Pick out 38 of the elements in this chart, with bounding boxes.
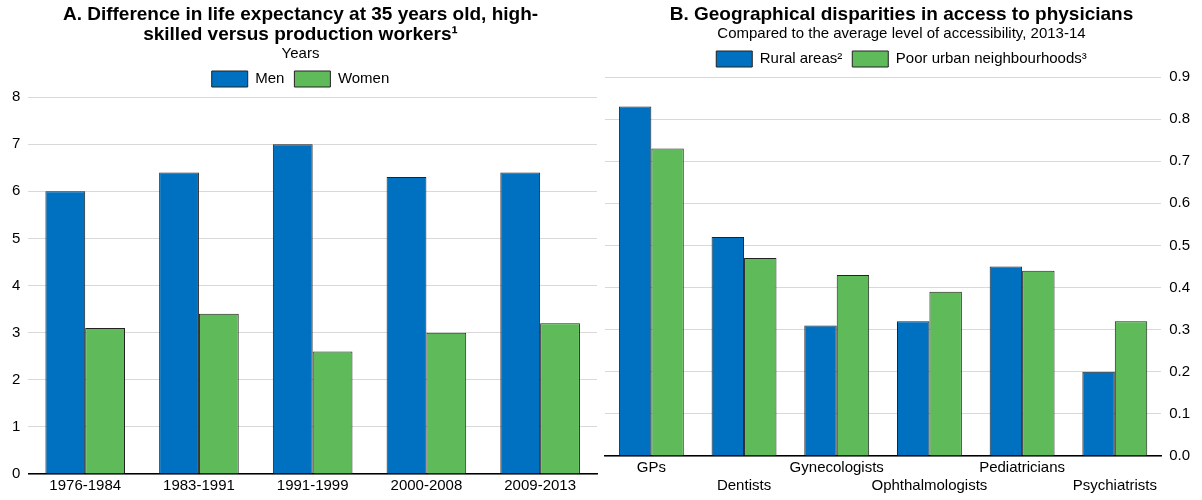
x-tick-label: 2009-2013 (504, 476, 576, 494)
chart-subtitle: Compared to the average level of accessibility, 2013-14 (716, 24, 1087, 41)
x-tick-label: Ophthalmologists (871, 476, 988, 494)
y-tick-label: 0.8 (1169, 109, 1191, 127)
x-tick-label: Pediatricians (979, 458, 1066, 476)
chart-title: A. Difference in life expectancy at 35 years old, high-skilled versus production workers¹ (61, 2, 540, 44)
y-tick-label: 0.6 (1169, 193, 1191, 211)
x-tick-label: GPs (636, 458, 666, 476)
y-tick-label: 8 (12, 87, 21, 105)
y-tick-label: 4 (12, 275, 21, 293)
y-tick-label: 0.0 (1169, 446, 1191, 464)
y-tick-label: 6 (12, 181, 21, 199)
y-tick-label: 2 (12, 369, 21, 387)
y-tick-label: 0.5 (1169, 235, 1191, 253)
legend-label: Men (255, 69, 285, 87)
y-tick-label: 5 (12, 228, 21, 246)
y-tick-label: 0.3 (1169, 319, 1191, 337)
y-tick-label: 7 (12, 134, 21, 152)
y-tick-label: 0.4 (1169, 277, 1191, 295)
y-tick-label: 0.1 (1169, 404, 1191, 422)
y-tick-label: 0 (12, 464, 21, 482)
chart-subtitle: Years (280, 44, 321, 61)
x-tick-label: 1991-1999 (276, 476, 349, 494)
chart-title: B. Geographical disparities in access to physicians (668, 2, 1135, 24)
legend-label: Rural areas² (759, 49, 843, 67)
y-tick-label: 3 (12, 322, 21, 340)
x-tick-label: 1976-1984 (49, 476, 122, 494)
x-tick-label: Gynecologists (789, 458, 884, 476)
x-tick-label: 1983-1991 (163, 476, 235, 494)
y-tick-label: 0.9 (1169, 67, 1191, 85)
legend-label: Poor urban neighbourhoods³ (895, 49, 1087, 67)
x-tick-label: Dentists (716, 476, 772, 494)
y-tick-label: 0.2 (1169, 361, 1191, 379)
legend-label: Women (337, 69, 390, 87)
y-tick-label: 1 (12, 417, 21, 435)
y-tick-label: 0.7 (1169, 151, 1191, 169)
x-tick-label: Psychiatrists (1072, 476, 1157, 494)
x-tick-label: 2000-2008 (390, 476, 463, 494)
